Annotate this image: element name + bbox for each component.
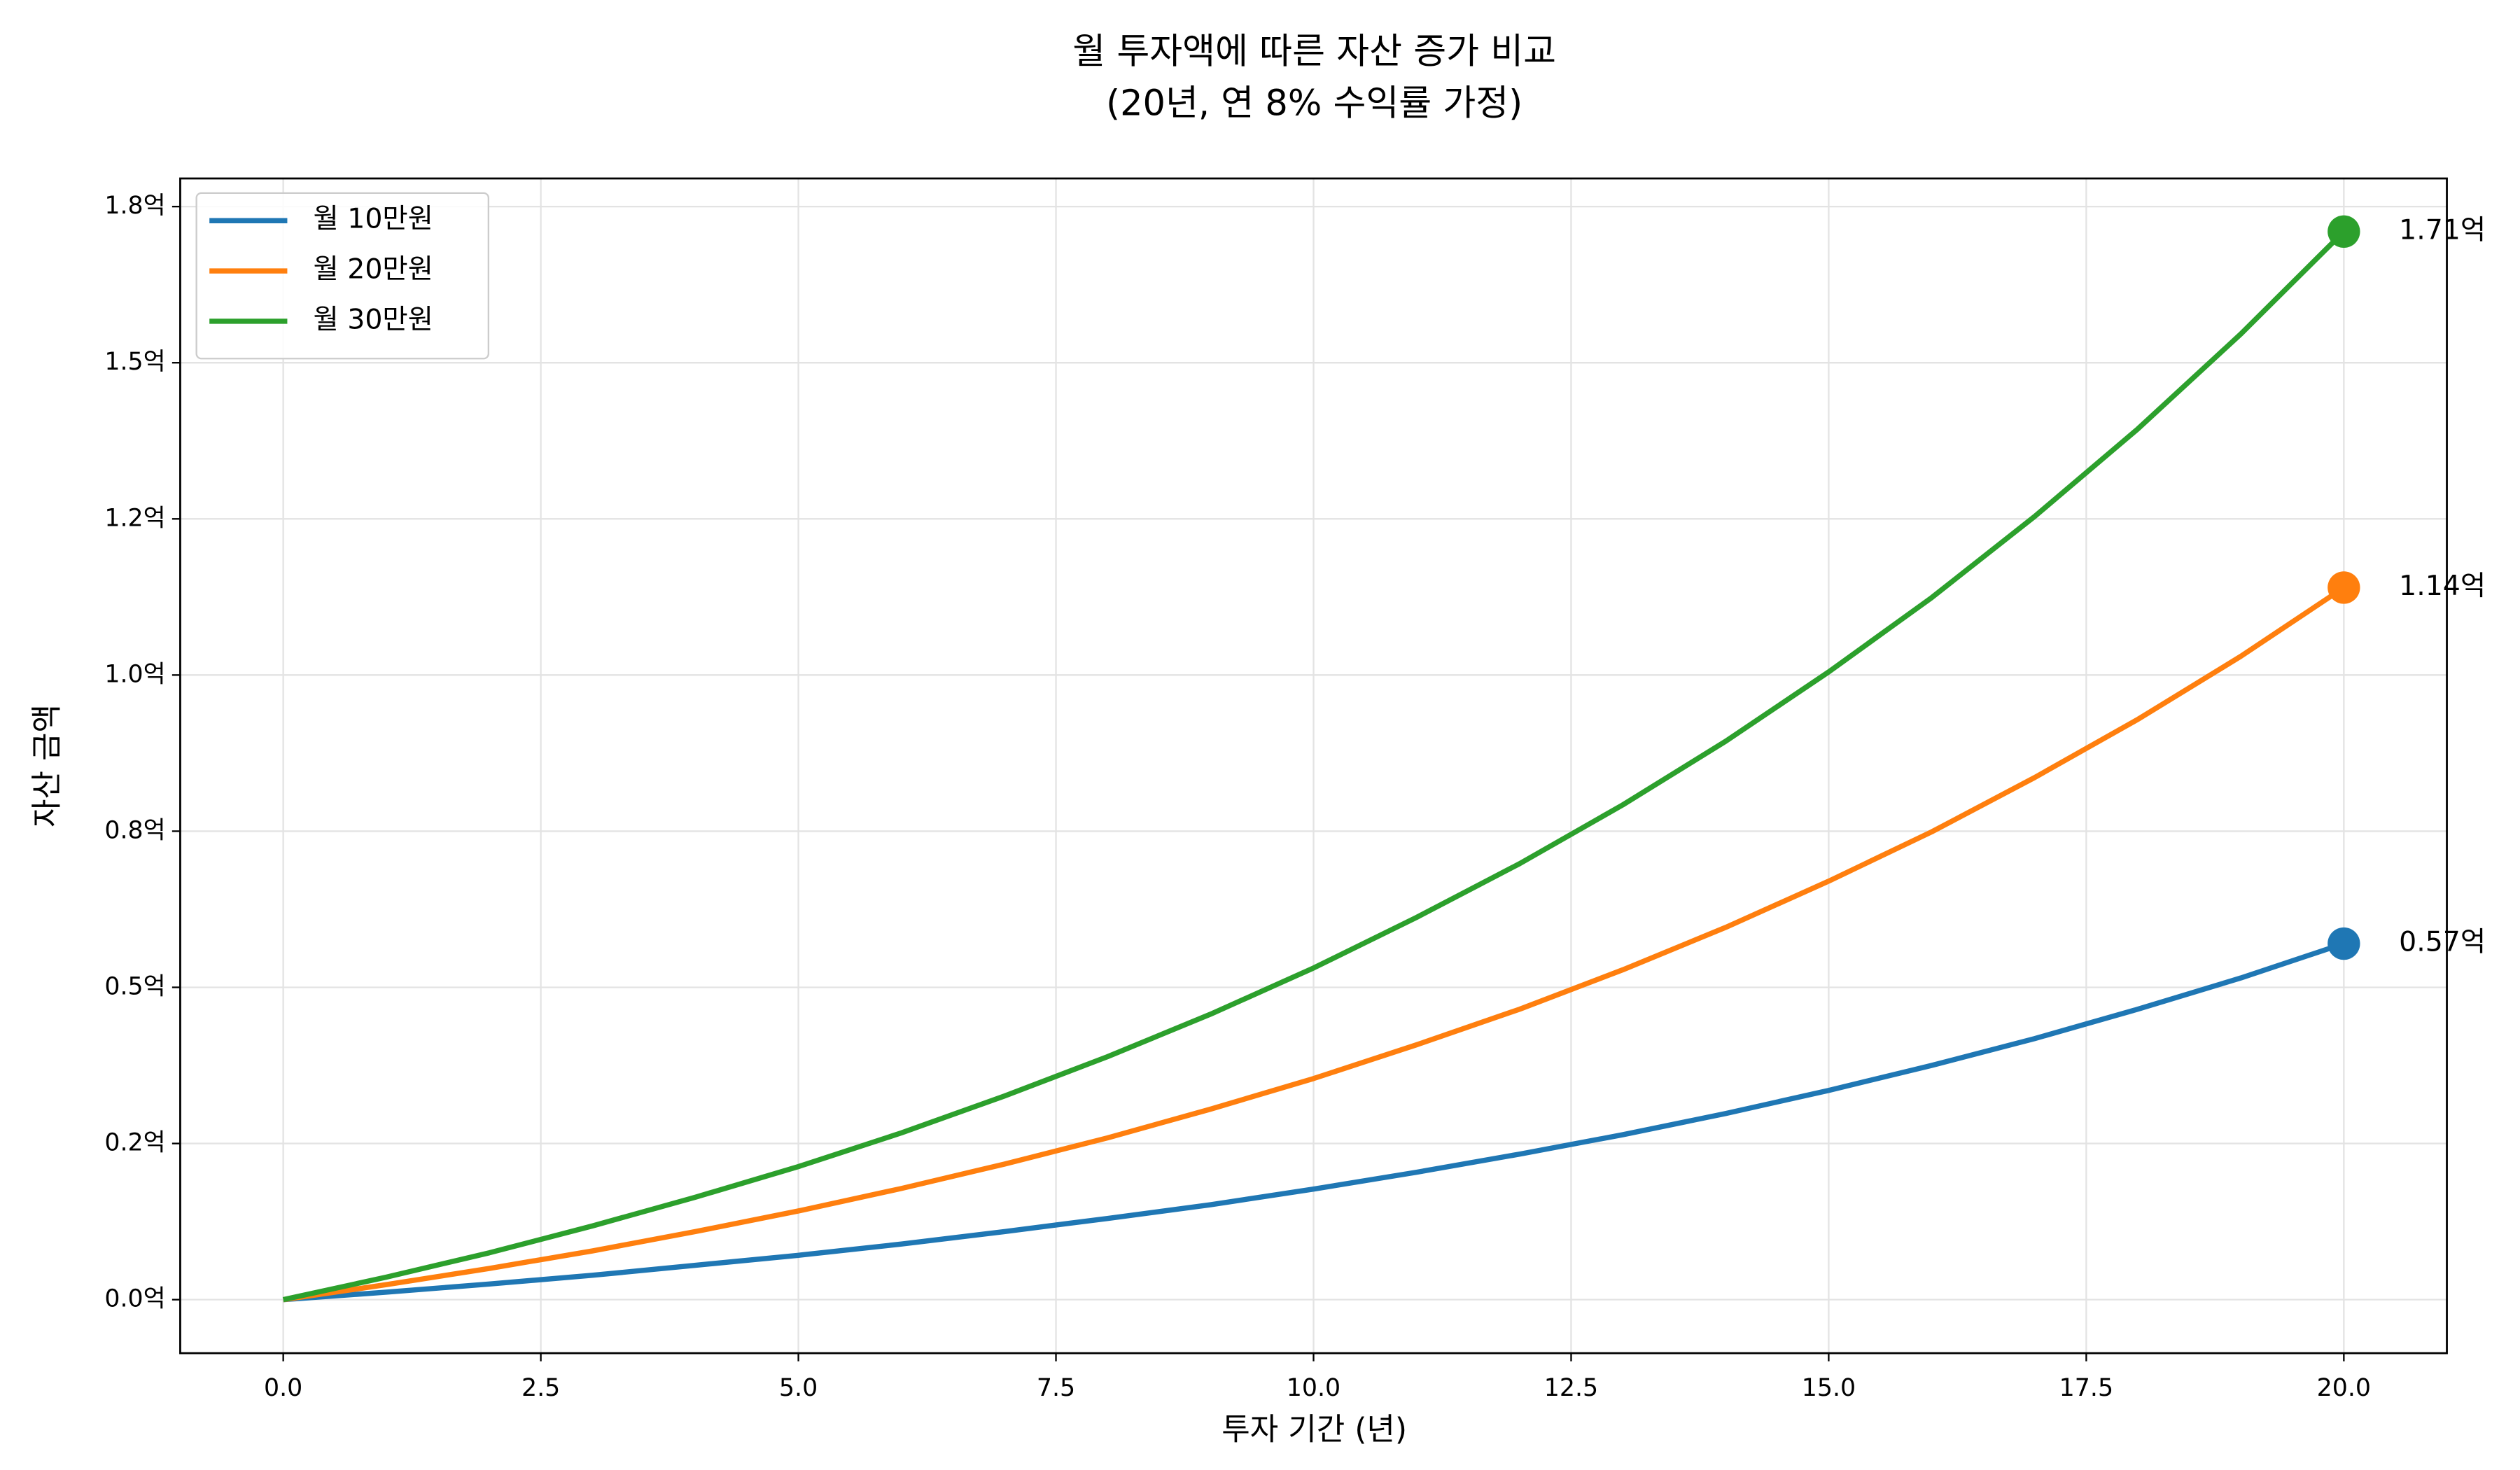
y-tick-label: 1.5억 [104, 348, 165, 376]
y-tick-label: 0.2억 [104, 1129, 165, 1157]
x-tick-label: 10.0 [1287, 1374, 1340, 1402]
y-tick-label: 1.0억 [104, 660, 165, 688]
end-marker [2328, 571, 2360, 604]
end-label: 1.14억 [2399, 570, 2486, 602]
grid [180, 178, 2447, 1354]
end-marker [2328, 215, 2360, 248]
x-tick-label: 7.5 [1037, 1374, 1075, 1402]
line-series [282, 230, 2346, 1303]
y-axis-label: 자산 금액 [29, 704, 65, 827]
end-label: 0.57억 [2399, 926, 2486, 958]
x-tick-label: 20.0 [2317, 1374, 2371, 1402]
y-tick-label: 0.8억 [104, 816, 165, 844]
y-tick-label: 1.2억 [104, 504, 165, 532]
chart-subtitle: (20년, 연 8% 수익률 가정) [1106, 83, 1522, 125]
x-tick-label: 17.5 [2059, 1374, 2113, 1402]
x-tick-label: 5.0 [779, 1374, 818, 1402]
legend-label: 월 10만원 [314, 203, 433, 235]
plot-area: 0.57억 1.14억 1.71억 [282, 214, 2486, 1303]
end-label: 1.71억 [2399, 214, 2486, 246]
legend-box [195, 192, 490, 360]
x-tick-label: 0.0 [264, 1374, 302, 1402]
y-tick-label: 1.8억 [104, 192, 165, 220]
end-marker [2328, 927, 2360, 960]
legend-label: 월 30만원 [314, 303, 433, 335]
x-axis-label: 투자 기간 (년) [1222, 1411, 1407, 1447]
x-tick-label: 15.0 [1802, 1374, 1856, 1402]
x-tick-label: 2.5 [522, 1374, 560, 1402]
x-tick-label: 12.5 [1544, 1374, 1598, 1402]
y-tick-label: 0.5억 [104, 972, 165, 1000]
legend-label: 월 20만원 [314, 253, 433, 286]
line-series [283, 941, 2345, 1303]
line-series [283, 585, 2346, 1303]
y-tick-label: 0.0억 [104, 1285, 165, 1313]
chart-title: 월 투자액에 따른 자산 증가 비교 [1072, 31, 1556, 72]
